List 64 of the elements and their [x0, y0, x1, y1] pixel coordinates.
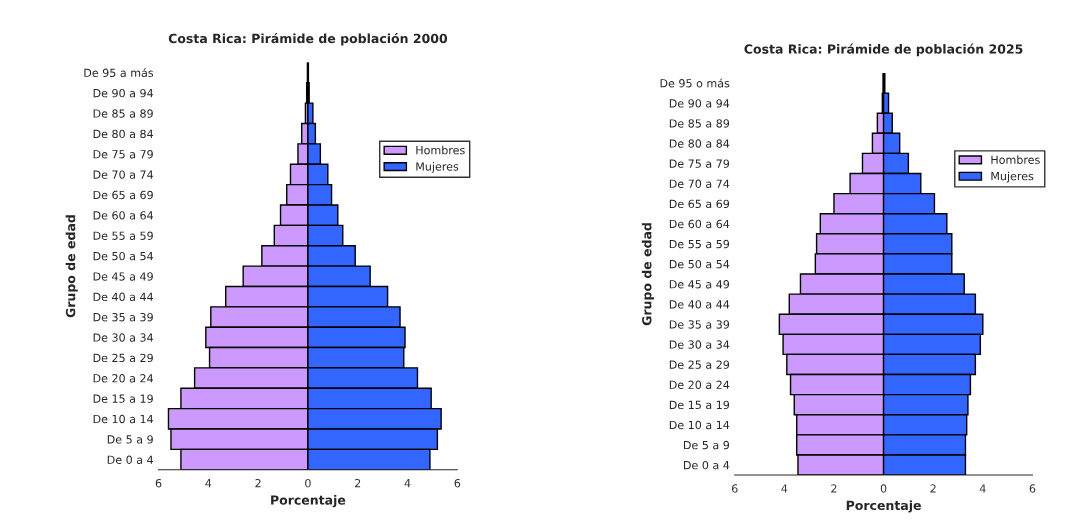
- x-tick-label: 0: [880, 484, 887, 493]
- y-tick-label: De 25 a 29: [93, 353, 153, 363]
- y-tick-label: De 65 a 69: [669, 199, 730, 209]
- y-axis-title: Grupo de edad: [641, 223, 654, 326]
- y-tick-label: De 30 a 34: [669, 340, 730, 349]
- y-tick-label: De 60 a 64: [669, 219, 730, 229]
- y-tick-label: De 5 a 9: [107, 435, 153, 444]
- y-tick-label: De 80 a 84: [669, 139, 730, 148]
- legend-label: Hombres: [416, 145, 465, 155]
- x-tick-label: 2: [354, 478, 361, 488]
- y-tick-label: De 20 a 24: [93, 374, 154, 383]
- y-tick-label: De 20 a 24: [669, 380, 730, 389]
- y-tick-label: De 35 a 39: [669, 320, 730, 329]
- x-tick-label: 0: [305, 478, 311, 488]
- y-tick-label: De 70 a 74: [669, 179, 730, 188]
- y-tick-label: De 45 a 49: [669, 280, 730, 289]
- legend-label: Mujeres: [416, 162, 459, 173]
- y-tick-label: De 40 a 44: [93, 292, 154, 302]
- y-tick-label: De 10 a 14: [669, 420, 730, 430]
- y-tick-label: De 0 a 4: [107, 455, 154, 464]
- x-tick-label: 6: [731, 484, 738, 493]
- y-tick-label: De 15 a 19: [669, 400, 730, 410]
- y-tick-label: De 50 a 54: [669, 259, 730, 269]
- legend-label: Mujeres: [991, 171, 1034, 183]
- x-tick-label: 6: [454, 478, 461, 488]
- chart-title: Costa Rica: Pirámide de población 2025: [744, 43, 1023, 57]
- y-tick-label: De 0 a 4: [684, 460, 730, 470]
- y-tick-label: De 45 a 49: [93, 272, 153, 281]
- chart-title: Costa Rica: Pirámide de población 2000: [168, 32, 448, 46]
- x-tick-label: 2: [930, 484, 936, 493]
- y-tick-label: De 95 a más: [84, 67, 154, 77]
- x-tick-label: 6: [1029, 484, 1036, 493]
- y-tick-label: De 35 a 39: [93, 312, 153, 322]
- y-tick-label: De 25 a 29: [669, 360, 730, 369]
- y-tick-label: De 40 a 44: [669, 300, 730, 309]
- y-tick-label: De 60 a 64: [93, 211, 154, 220]
- x-tick-label: 4: [979, 484, 986, 493]
- y-tick-label: De 10 a 14: [93, 414, 154, 424]
- y-tick-label: De 50 a 54: [93, 251, 154, 261]
- x-axis-title: Porcentaje: [271, 495, 346, 508]
- legend-label: Hombres: [991, 155, 1040, 164]
- x-axis-title: Porcentaje: [846, 500, 921, 513]
- y-tick-label: De 80 a 84: [93, 129, 154, 139]
- y-tick-label: De 70 a 74: [93, 170, 154, 179]
- y-axis-title: Grupo de edad: [65, 215, 78, 318]
- x-tick-label: 4: [781, 484, 788, 493]
- y-tick-label: De 55 a 59: [669, 239, 730, 249]
- y-tick-label: De 55 a 59: [93, 231, 153, 240]
- y-tick-label: De 30 a 34: [93, 333, 154, 342]
- y-tick-label: De 90 a 94: [669, 99, 730, 108]
- y-tick-label: De 5 a 9: [684, 440, 730, 450]
- x-tick-label: 2: [831, 484, 837, 493]
- y-tick-label: De 75 a 79: [669, 159, 730, 168]
- y-tick-label: De 15 a 19: [93, 394, 153, 403]
- x-tick-label: 2: [255, 478, 261, 488]
- x-tick-label: 4: [404, 479, 411, 488]
- y-tick-label: De 65 a 69: [93, 190, 153, 200]
- x-tick-label: 4: [205, 479, 212, 488]
- y-tick-label: De 90 a 94: [93, 88, 154, 98]
- y-tick-label: De 75 a 79: [93, 150, 153, 159]
- x-tick-label: 6: [155, 478, 162, 488]
- y-tick-label: De 85 a 89: [669, 119, 730, 128]
- y-tick-label: De 95 o más: [660, 78, 730, 88]
- y-tick-label: De 85 a 89: [93, 109, 153, 118]
